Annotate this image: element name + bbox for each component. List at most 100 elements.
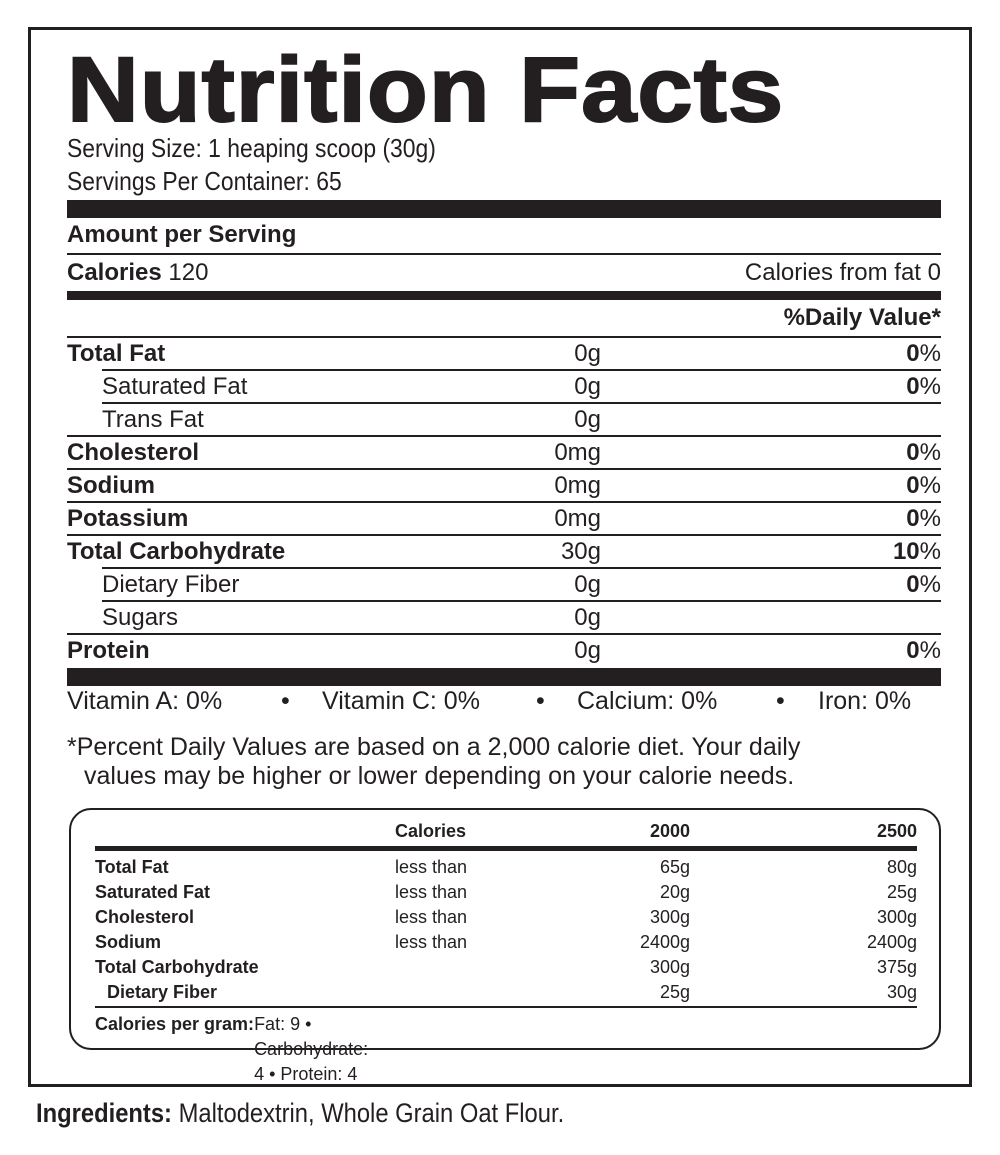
nutrient-daily-value: 0%: [906, 437, 941, 468]
nutrient-row: Protein 0g 0%: [67, 635, 941, 666]
nutrient-amount: 0g: [574, 406, 601, 433]
nutrient-row: Dietary Fiber 0g 0%: [67, 569, 941, 600]
ingredients-label: Ingredients:: [36, 1098, 172, 1128]
daily-value-header: %Daily Value*: [783, 304, 941, 331]
dv-number: 0: [906, 439, 920, 466]
calories-per-gram-label: Calories per gram:: [95, 1014, 255, 1034]
nutrient-row: Cholesterol 0mg 0%: [67, 437, 941, 468]
table-row: Total Carbohydrate 300g 375g: [95, 955, 917, 980]
divider: [67, 253, 941, 255]
divider: [95, 846, 917, 851]
value-2000: 65g: [659, 857, 690, 877]
nutrient-name: Sodium: [67, 472, 155, 499]
value-2500: 375g: [876, 957, 917, 977]
nutrient-daily-value: 10%: [893, 536, 941, 567]
nutrient-daily-value: 0%: [906, 470, 941, 501]
calories-value: 120: [168, 259, 209, 286]
nutrient-name: Sugars: [102, 604, 179, 631]
nutrient-amount: 30g: [560, 538, 601, 565]
nutrient-daily-value: 0%: [906, 503, 941, 534]
divider: [67, 501, 941, 503]
footnote-line-2: values may be higher or lower depending …: [84, 762, 795, 790]
vitamin-c: Vitamin C: 0%: [322, 687, 480, 715]
nutrient-row: Total Carbohydrate 30g 10%: [67, 536, 941, 567]
percent-sign: %: [919, 472, 941, 499]
dv-number: 0: [906, 373, 920, 400]
nutrient-name: Cholesterol: [67, 439, 200, 466]
qualifier: less than: [395, 932, 468, 952]
value-2500: 300g: [876, 907, 917, 927]
nutrition-facts-label: Nutrition Facts Serving Size: 1 heaping …: [28, 27, 972, 1087]
calories-per-gram-values: Fat: 9 • Carbohydrate: 4 • Protein: 4: [254, 1014, 369, 1084]
calories-from-fat: Calories from fat 0: [744, 259, 941, 286]
servings-per-container: Servings Per Container: 65: [67, 166, 342, 196]
calories-per-gram: Calories per gram: Fat: 9 • Carbohydrate…: [95, 1012, 917, 1084]
nutrient-amount: 0mg: [554, 439, 601, 466]
nutrient-amount: 0g: [574, 373, 601, 400]
value-2500: 80g: [886, 857, 917, 877]
value-2000: 25g: [659, 982, 690, 1002]
footnote-line-1: *Percent Daily Values are based on a 2,0…: [67, 733, 801, 761]
nutrient-name: Potassium: [67, 505, 189, 532]
medium-divider: [67, 291, 941, 300]
percent-sign: %: [919, 373, 941, 400]
dv-number: 0: [906, 505, 920, 532]
nutrient-name: Total Carbohydrate: [67, 538, 286, 565]
nutrient: Cholesterol: [95, 907, 195, 927]
nutrient-name: Protein: [67, 637, 150, 664]
nutrient-row: Saturated Fat 0g 0%: [67, 371, 941, 402]
nutrient-name: Dietary Fiber: [102, 571, 240, 598]
value-2000: 300g: [649, 907, 690, 927]
nutrient-row: Sugars 0g: [67, 602, 941, 633]
nutrient-amount: 0g: [574, 604, 601, 631]
nutrient: Total Fat: [95, 857, 169, 877]
nutrient-name: Saturated Fat: [102, 373, 248, 400]
value-2500: 2400g: [866, 932, 917, 952]
serving-size: Serving Size: 1 heaping scoop (30g): [67, 133, 436, 163]
divider: [102, 402, 941, 404]
nutrient-row: Potassium 0mg 0%: [67, 503, 941, 534]
nutrient-daily-value: 0%: [906, 338, 941, 369]
divider: [102, 600, 941, 602]
divider: [67, 336, 941, 338]
table-row: Sodium less than 2400g 2400g: [95, 930, 917, 955]
value-2500: 30g: [886, 982, 917, 1002]
value-2000: 2400g: [639, 932, 690, 952]
divider: [67, 435, 941, 437]
nutrient-amount: 0mg: [554, 505, 601, 532]
nutrient: Saturated Fat: [95, 882, 211, 902]
table-header: Calories 2000 2500: [95, 819, 917, 844]
amount-per-serving: Amount per Serving: [67, 221, 297, 248]
nutrient: Dietary Fiber: [107, 982, 218, 1002]
nutrient-row: Sodium 0mg 0%: [67, 470, 941, 501]
calcium: Calcium: 0%: [577, 687, 718, 715]
title: Nutrition Facts: [66, 39, 785, 141]
nutrient-name: Trans Fat: [102, 406, 204, 433]
value-2000: 300g: [649, 957, 690, 977]
nutrient-daily-value: 0%: [906, 569, 941, 600]
dv-number: 0: [906, 340, 920, 367]
percent-sign: %: [919, 505, 941, 532]
nutrient-daily-value: 0%: [906, 371, 941, 402]
table-row: Saturated Fat less than 20g 25g: [95, 880, 917, 905]
percent-sign: %: [919, 340, 941, 367]
table-row: Cholesterol less than 300g 300g: [95, 905, 917, 930]
ingredients-text: Maltodextrin, Whole Grain Oat Flour.: [178, 1098, 565, 1128]
percent-sign: %: [919, 538, 941, 565]
header-2500: 2500: [876, 821, 917, 841]
dv-number: 0: [906, 571, 920, 598]
header-calories: Calories: [395, 821, 467, 841]
iron: Iron: 0%: [818, 687, 912, 715]
dv-number: 10: [892, 538, 920, 565]
qualifier: less than: [395, 857, 468, 877]
bullet: •: [281, 687, 290, 715]
divider: [67, 468, 941, 470]
daily-value-header-row: %Daily Value*: [67, 302, 941, 333]
bullet: •: [536, 687, 545, 715]
calories-row: Calories 120 Calories from fat 0: [67, 257, 941, 288]
nutrient-name: Total Fat: [67, 340, 166, 367]
calories-label: Calories: [67, 259, 162, 286]
divider: [67, 633, 941, 635]
dv-number: 0: [906, 472, 920, 499]
nutrient-row: Total Fat 0g 0%: [67, 338, 941, 369]
